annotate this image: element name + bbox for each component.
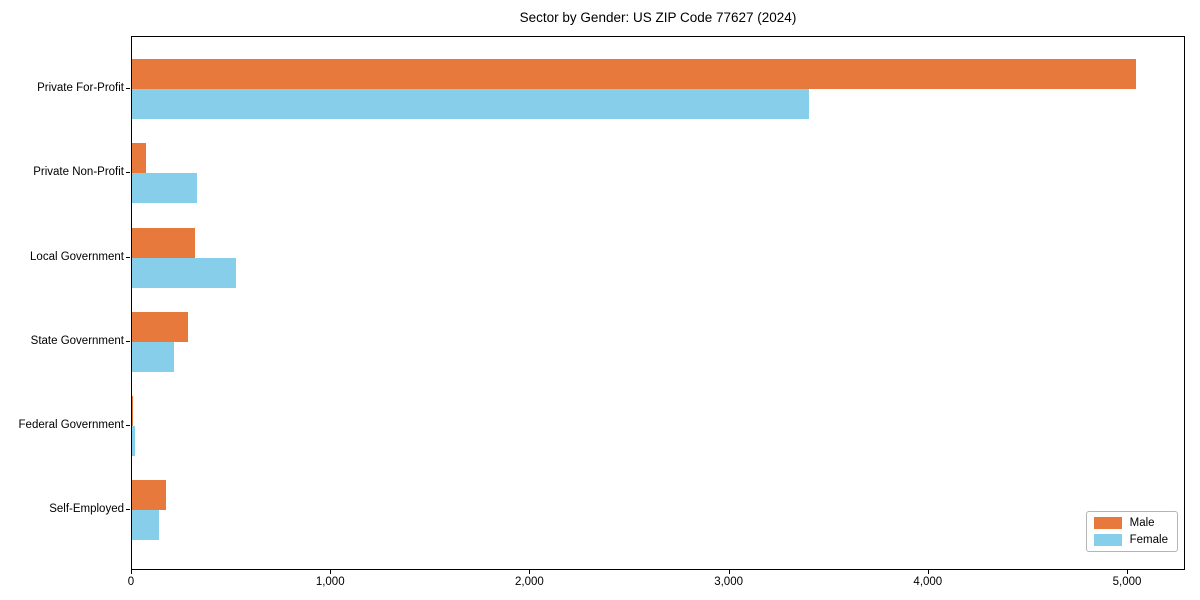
bar-female-1 — [132, 173, 197, 204]
x-tick-mark — [1127, 570, 1129, 574]
legend-swatch-female — [1093, 534, 1122, 546]
x-tick-label: 0 — [127, 576, 135, 588]
bar-female-2 — [132, 257, 236, 288]
x-tick-mark — [131, 570, 132, 574]
legend-row-male: Male — [1093, 517, 1168, 529]
bar-male-4 — [132, 396, 133, 426]
x-tick-label: 4,000 — [913, 576, 943, 588]
legend-label: Male — [1129, 517, 1155, 529]
y-tick-mark — [126, 340, 130, 342]
bar-female-3 — [132, 341, 174, 372]
x-tick-mark — [728, 570, 730, 574]
y-tick-mark — [126, 256, 130, 258]
plot-area: Male Female — [131, 36, 1185, 570]
chart-title: Sector by Gender: US ZIP Code 77627 (202… — [519, 10, 797, 25]
legend-label: Female — [1129, 534, 1168, 546]
x-tick-label: 3,000 — [714, 576, 743, 588]
legend-swatch-male — [1093, 517, 1122, 529]
bar-male-3 — [132, 311, 188, 342]
y-tick-mark — [126, 88, 130, 89]
y-tick-label: State Government — [30, 334, 124, 347]
x-tick-mark — [927, 570, 929, 574]
y-tick-mark — [126, 172, 130, 174]
x-tick-mark — [330, 570, 332, 574]
bar-female-5 — [132, 510, 159, 541]
bar-male-2 — [132, 227, 195, 258]
bar-male-5 — [132, 480, 166, 511]
x-tick-label: 2,000 — [515, 576, 544, 588]
x-tick-label: 1,000 — [315, 576, 345, 588]
y-tick-mark — [126, 425, 130, 426]
y-tick-label: Self-Employed — [49, 503, 124, 516]
bar-female-0 — [132, 89, 809, 119]
y-tick-label: Private Non-Profit — [33, 166, 124, 179]
bar-female-4 — [132, 426, 135, 456]
legend-row-female: Female — [1093, 534, 1168, 546]
legend: Male Female — [1085, 511, 1178, 552]
x-tick-label: 5,000 — [1112, 576, 1142, 588]
y-tick-label: Private For-Profit — [37, 82, 124, 94]
x-tick-mark — [529, 570, 531, 574]
bar-male-1 — [132, 143, 146, 174]
y-tick-label: Federal Government — [18, 419, 124, 431]
bar-male-0 — [132, 59, 1136, 89]
y-tick-mark — [126, 509, 130, 511]
y-tick-label: Local Government — [30, 250, 124, 263]
